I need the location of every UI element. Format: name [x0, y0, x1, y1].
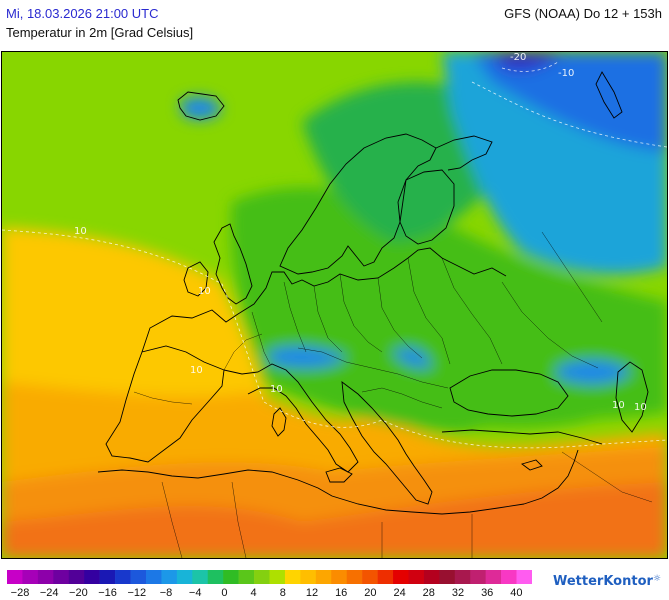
colorbar-tick-label: −24 [39, 587, 59, 599]
colorbar-swatch [516, 570, 532, 584]
colorbar-tick-label: 28 [422, 587, 435, 599]
model-run: GFS (NOAA) Do 12 + 153h [504, 6, 662, 21]
colorbar-tick-label: 0 [221, 587, 228, 599]
contour-label: 10 [270, 384, 283, 395]
colorbar-swatch [362, 570, 378, 584]
colorbar-tick-label: −20 [69, 587, 88, 599]
colorbar-swatch [130, 570, 147, 584]
colorbar-swatch [501, 570, 517, 584]
colorbar-tick-label: −12 [127, 587, 147, 599]
isotherm-lines [2, 61, 667, 449]
colorbar-swatch [7, 570, 23, 584]
colorbar-swatch [254, 570, 270, 584]
colorbar-swatch [176, 570, 193, 584]
colorbar-tick-label: 12 [305, 587, 319, 599]
zone-arctic-core [492, 52, 562, 72]
logo-text: WetterKontor [552, 574, 653, 589]
colorbar-tick-label: 8 [279, 587, 286, 599]
colorbar-swatch [238, 570, 255, 584]
temperature-map-svg: -20 -10 10 10 10 10 10 10 [2, 52, 667, 558]
colorbar-tick-label: 16 [335, 587, 348, 599]
contour-label: 10 [74, 226, 87, 237]
temperature-colorbar [7, 570, 532, 584]
contour-label: 10 [198, 286, 211, 297]
colorbar-swatch [68, 570, 85, 584]
colorbar-swatch [439, 570, 456, 584]
colorbar-swatch [393, 570, 409, 584]
contour-label: 10 [634, 402, 647, 413]
forecast-datetime: Mi, 18.03.2026 21:00 UTC [6, 6, 159, 21]
colorbar-swatch [284, 570, 301, 584]
colorbar-swatch [207, 570, 224, 584]
colorbar-tick-label: 32 [451, 587, 465, 599]
zone-anatolia [457, 400, 622, 428]
colorbar-swatch [161, 570, 178, 584]
colorbar-swatch [145, 570, 162, 584]
colorbar-swatch [269, 570, 286, 584]
colorbar-swatch [377, 570, 394, 584]
zone-scandinavia-north [302, 82, 502, 242]
header: Mi, 18.03.2026 21:00 UTC GFS (NOAA) Do 1… [0, 0, 669, 50]
colorbar-swatch [331, 570, 347, 584]
contour-label: 10 [190, 365, 203, 376]
colorbar-swatch [423, 570, 440, 584]
country-borders [133, 231, 653, 558]
contour-label: -20 [510, 52, 526, 63]
zone-carpathians [392, 347, 432, 368]
colorbar-swatch [454, 570, 471, 584]
colorbar-swatch [99, 570, 116, 584]
colorbar-swatch [115, 570, 131, 584]
colorbar-swatch [300, 570, 317, 584]
temperature-map[interactable]: -20 -10 10 10 10 10 10 10 [1, 51, 668, 559]
contour-label: -10 [558, 68, 574, 79]
colorbar-swatch [192, 570, 209, 584]
colorbar-swatch [223, 570, 239, 584]
colorbar-tick-label: 20 [364, 587, 377, 599]
zone-arctic [472, 52, 667, 152]
sun-rays-icon: ☼ [652, 574, 661, 584]
colorbar-tick-label: 24 [393, 587, 406, 599]
colorbar-tick-label: −8 [159, 587, 173, 599]
zone-iceland [180, 96, 222, 120]
colorbar-tick-label: 4 [250, 587, 257, 599]
map-title: Temperatur in 2m [Grad Celsius] [6, 25, 194, 40]
colorbar-tick-label: −4 [188, 587, 202, 599]
colorbar-swatch [22, 570, 39, 584]
colorbar-tick-label: −16 [98, 587, 117, 599]
colorbar-swatch [37, 570, 54, 584]
colorbar-swatch [346, 570, 363, 584]
zone-alps [267, 346, 347, 368]
colorbar-swatch [408, 570, 425, 584]
zone-caucasus [557, 360, 632, 384]
colorbar-tick-label: 36 [481, 587, 494, 599]
contour-label: 10 [612, 400, 625, 411]
colorbar-swatch [84, 570, 100, 584]
colorbar-swatch [485, 570, 502, 584]
colorbar-swatch [53, 570, 70, 584]
colorbar-swatch [470, 570, 486, 584]
coastlines [97, 71, 649, 515]
contour-labels: -20 -10 10 10 10 10 10 10 [74, 52, 647, 413]
colorbar-swatch [315, 570, 332, 584]
wetterkontor-logo[interactable]: WetterKontor☼ [553, 574, 661, 589]
colorbar-tick-label: −28 [10, 587, 30, 599]
colorbar-tick-label: 40 [510, 587, 523, 599]
zone-sahara [2, 482, 667, 558]
